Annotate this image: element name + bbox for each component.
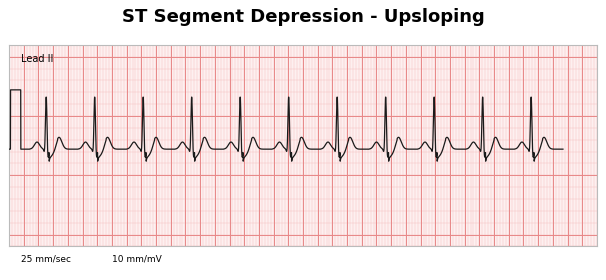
Text: 10 mm/mV: 10 mm/mV: [112, 255, 162, 263]
Text: 25 mm/sec: 25 mm/sec: [21, 255, 72, 263]
Text: ST Segment Depression - Upsloping: ST Segment Depression - Upsloping: [122, 8, 484, 26]
Text: Lead II: Lead II: [21, 54, 53, 64]
